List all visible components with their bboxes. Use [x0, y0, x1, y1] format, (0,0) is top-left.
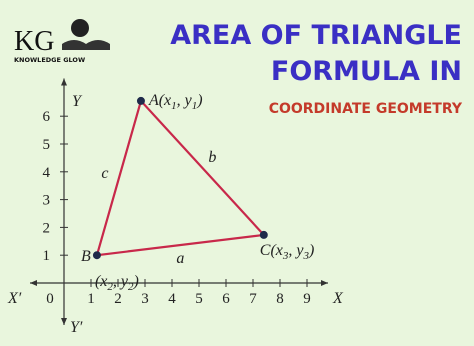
title-line-1: AREA OF TRIANGLE [170, 20, 462, 51]
logo-figure [71, 19, 89, 37]
subscript: 1 [192, 100, 198, 112]
triangle [95, 98, 267, 257]
y-tick-label: 1 [43, 248, 51, 264]
vertex-point [259, 230, 268, 239]
y-tick-label: 6 [43, 109, 51, 125]
label-part: ) [196, 92, 202, 109]
arrow [321, 280, 328, 286]
subscript: 3 [303, 250, 310, 262]
vertex-label: (x2, y2) [95, 273, 139, 293]
x-tick-label: 3 [141, 291, 149, 307]
y-tick-label: 3 [43, 193, 51, 209]
x-tick-label: 1 [87, 291, 95, 307]
x-tick-label: 8 [276, 291, 284, 307]
side-label: a [176, 250, 184, 267]
label-part: (x [95, 273, 107, 290]
label-part: , y [177, 92, 193, 109]
label-part: , y [113, 273, 129, 290]
vertex-label: B [81, 248, 91, 265]
x-neg-axis-label: X′ [7, 290, 22, 307]
label-part: B [81, 248, 91, 265]
origin-label: 0 [46, 291, 54, 307]
label-part: ) [308, 242, 314, 259]
y-tick-label: 4 [43, 165, 51, 181]
arrow [30, 280, 37, 286]
vertex-point [136, 96, 145, 105]
logo-name: KNOWLEDGE GLOW [14, 56, 85, 64]
subtitle: COORDINATE GEOMETRY [269, 101, 463, 117]
y-axis-label: Y [72, 93, 83, 110]
subscript: 1 [171, 100, 177, 112]
subscript: 3 [282, 250, 289, 262]
vertex-label: C(x3, y3) [260, 242, 315, 262]
x-tick-label: 9 [303, 291, 311, 307]
logo: KG KNOWLEDGE GLOW [14, 19, 110, 64]
logo-book [62, 40, 110, 50]
label-part: C(x [260, 242, 283, 259]
arrow [61, 78, 67, 86]
label-part: A(x [148, 92, 171, 109]
vertex-label: A(x1, y1) [148, 92, 203, 112]
x-tick-label: 6 [222, 291, 230, 307]
side-label: c [101, 165, 108, 182]
y-neg-axis-label: Y′ [70, 319, 83, 336]
x-tick-label: 7 [249, 291, 257, 307]
label-part: , y [288, 242, 304, 259]
side-label: b [208, 149, 216, 166]
x-tick-label: 2 [114, 291, 122, 307]
subscript: 2 [128, 281, 134, 293]
logo-initials: KG [14, 26, 54, 57]
x-tick-label: 5 [195, 291, 203, 307]
label-part: ) [132, 273, 138, 290]
vertex-point [92, 251, 101, 260]
title-line-2: FORMULA IN [271, 56, 462, 87]
x-tick-label: 4 [168, 291, 176, 307]
subscript: 2 [107, 281, 113, 293]
y-tick-label: 5 [43, 137, 51, 153]
arrow [61, 318, 67, 325]
y-tick-label: 2 [43, 220, 51, 236]
x-axis-label: X [332, 290, 344, 307]
